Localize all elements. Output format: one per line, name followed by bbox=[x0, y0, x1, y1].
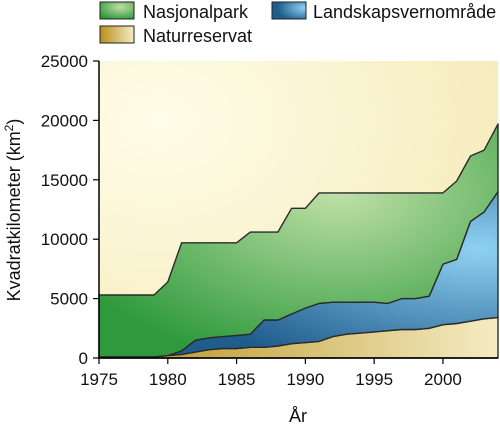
axes: 1975 1980 1985 1990 1995 20000500010000150002… bbox=[41, 52, 498, 389]
y-axis-title-close: ) bbox=[4, 119, 24, 125]
legend-label-landskapsvernomrade: Landskapsvernområde bbox=[313, 2, 496, 22]
y-tick-label: 5000 bbox=[50, 290, 88, 309]
area-nasjonalpark bbox=[98, 123, 499, 358]
x-tick-label: 1975 bbox=[80, 370, 118, 389]
legend: Nasjonalpark Landskapsvernområde Naturre… bbox=[99, 1, 496, 46]
legend-swatch-naturreservat bbox=[99, 25, 135, 44]
x-tick-label: 1985 bbox=[218, 370, 256, 389]
y-tick-label: 10000 bbox=[41, 230, 88, 249]
y-tick-label: 15000 bbox=[41, 171, 88, 190]
y-axis-title-sup: 2 bbox=[2, 124, 16, 131]
x-tick-label: 1980 bbox=[149, 370, 187, 389]
legend-swatch-landskapsvernomrade bbox=[271, 1, 307, 20]
y-axis-title: Kvadratkilometer (km2) bbox=[2, 119, 24, 302]
legend-label-naturreservat: Naturreservat bbox=[143, 26, 252, 46]
legend-swatch-nasjonalpark bbox=[99, 1, 135, 20]
legend-label-nasjonalpark: Nasjonalpark bbox=[143, 2, 249, 22]
y-tick-label: 25000 bbox=[41, 52, 88, 71]
x-tick-label: 1995 bbox=[355, 370, 393, 389]
y-tick-label: 0 bbox=[79, 349, 88, 368]
x-tick-label: 2000 bbox=[424, 370, 462, 389]
x-axis-title: År bbox=[289, 406, 307, 426]
y-tick-label: 20000 bbox=[41, 111, 88, 130]
y-axis-title-text: Kvadratkilometer (km bbox=[4, 131, 24, 301]
x-tick-label: 1990 bbox=[286, 370, 324, 389]
